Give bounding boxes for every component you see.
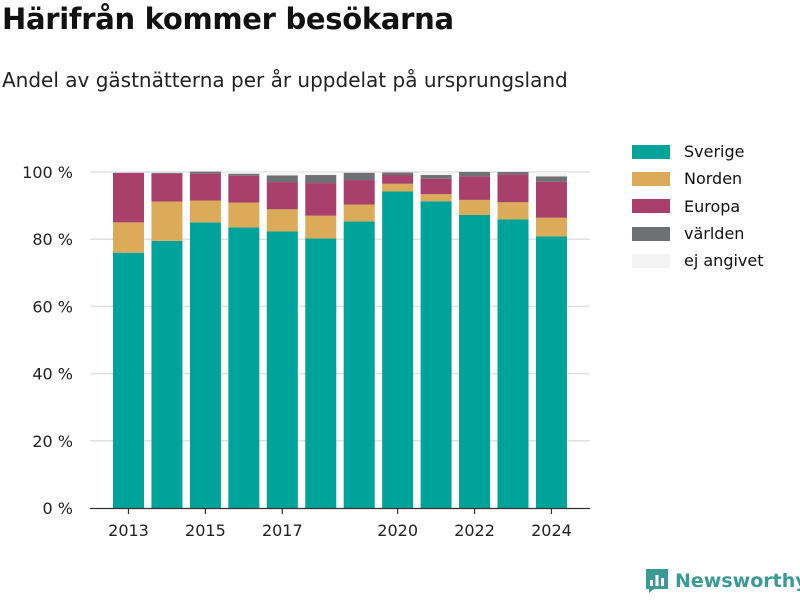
legend-swatch: [632, 199, 670, 214]
bar-segment-europa: [113, 172, 144, 223]
legend-item: världen: [632, 220, 764, 247]
legend-label: Europa: [684, 196, 741, 216]
brand-name: Newsworthy: [675, 570, 800, 592]
bar-segment-världen: [266, 175, 298, 183]
bar-segment-världen: [420, 175, 452, 179]
bar-segment-sverige: [343, 221, 375, 508]
page-subtitle: Andel av gästnätterna per år uppdelat på…: [2, 68, 568, 92]
legend-swatch: [632, 253, 670, 268]
bar-segment-sverige: [228, 227, 260, 508]
bar-segment-världen: [189, 171, 221, 174]
x-tick-label: 2020: [377, 521, 418, 540]
bar-segment-världen: [382, 172, 414, 176]
bar-segment-norden: [189, 200, 221, 223]
bar-segment-norden: [382, 183, 414, 192]
bar-segment-sverige: [535, 236, 567, 508]
x-tick-label: 2015: [185, 521, 226, 540]
bar-segment-ej-angivet: [305, 172, 337, 176]
bar-segment-norden: [497, 202, 529, 220]
bar-segment-europa: [266, 182, 298, 210]
bar-segment-sverige: [151, 240, 183, 508]
legend-label: världen: [684, 224, 745, 244]
x-tick-label: 2022: [454, 521, 495, 540]
bar-segment-europa: [420, 178, 452, 195]
bar-segment-ej-angivet: [535, 172, 567, 177]
x-tick-label: 2017: [262, 521, 303, 540]
legend-swatch: [632, 171, 670, 186]
y-tick-label: 80 %: [32, 230, 73, 249]
y-tick-label: 60 %: [32, 297, 73, 316]
bar-segment-norden: [459, 199, 491, 216]
bar-segment-världen: [151, 172, 183, 174]
bar-segment-europa: [535, 181, 567, 218]
legend-item: Europa: [632, 193, 764, 220]
legend-swatch: [632, 144, 670, 159]
bar-segment-sverige: [266, 231, 298, 509]
bar-segment-världen: [228, 173, 260, 176]
bar-segment-världen: [343, 172, 375, 181]
legend-item: ej angivet: [632, 247, 764, 274]
bar-segment-europa: [189, 173, 221, 201]
brand-logo: Newsworthy: [645, 568, 800, 594]
bar-chart-flag-icon: [646, 569, 668, 593]
legend-label: Norden: [684, 169, 743, 189]
bar-segment-sverige: [189, 222, 221, 508]
bar-segment-norden: [305, 215, 337, 239]
bar-segment-europa: [151, 173, 183, 202]
legend-label: Sverige: [684, 142, 745, 162]
bar-segment-sverige: [382, 191, 414, 508]
bar-segment-ej-angivet: [266, 172, 298, 176]
bar-segment-ej-angivet: [228, 172, 260, 174]
bar-segment-ej-angivet: [151, 172, 183, 173]
y-tick-label: 0 %: [43, 499, 73, 518]
bar-segment-europa: [459, 176, 491, 200]
bar-segment-ej-angivet: [420, 172, 452, 176]
bar-segment-norden: [228, 202, 260, 228]
bar-segment-ej-angivet: [343, 172, 375, 173]
bar-segment-sverige: [420, 201, 452, 508]
y-tick-label: 20 %: [32, 432, 73, 451]
bar-segment-världen: [459, 172, 491, 177]
legend-swatch: [632, 226, 670, 241]
bar-segment-norden: [420, 194, 452, 202]
bar-segment-europa: [305, 183, 337, 216]
bar-segment-norden: [266, 209, 298, 232]
bar-segment-norden: [535, 217, 567, 237]
bar-segment-norden: [113, 222, 144, 253]
legend-label: ej angivet: [684, 251, 764, 271]
x-tick-label: 2013: [108, 521, 149, 540]
bar-segment-sverige: [113, 252, 144, 508]
bar-segment-europa: [228, 175, 260, 203]
bar-segment-sverige: [497, 219, 529, 508]
bar-segment-norden: [343, 204, 375, 222]
legend-item: Norden: [632, 165, 764, 192]
bar-segment-sverige: [459, 215, 491, 508]
page-title: Härifrån kommer besökarna: [2, 2, 454, 36]
bar-segment-europa: [497, 174, 529, 203]
bar-segment-ej-angivet: [113, 172, 144, 173]
x-tick-label: 2024: [531, 521, 572, 540]
chart-legend: Sverige Norden Europa världen ej angivet: [632, 138, 764, 274]
bar-segment-världen: [305, 175, 337, 184]
bar-segment-norden: [151, 201, 183, 241]
bar-segment-världen: [535, 176, 567, 182]
bar-segment-sverige: [305, 238, 337, 508]
y-tick-label: 40 %: [32, 365, 73, 384]
y-tick-label: 100 %: [22, 163, 73, 182]
bar-segment-europa: [382, 175, 414, 184]
bar-segment-världen: [497, 172, 529, 175]
legend-item: Sverige: [632, 138, 764, 165]
bar-segment-europa: [343, 180, 375, 205]
